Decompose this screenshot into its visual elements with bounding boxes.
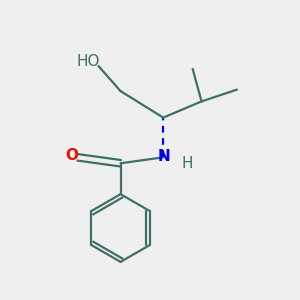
Text: HO: HO — [76, 54, 100, 69]
Text: H: H — [181, 156, 193, 171]
Text: N: N — [158, 149, 170, 164]
Text: O: O — [65, 148, 78, 164]
